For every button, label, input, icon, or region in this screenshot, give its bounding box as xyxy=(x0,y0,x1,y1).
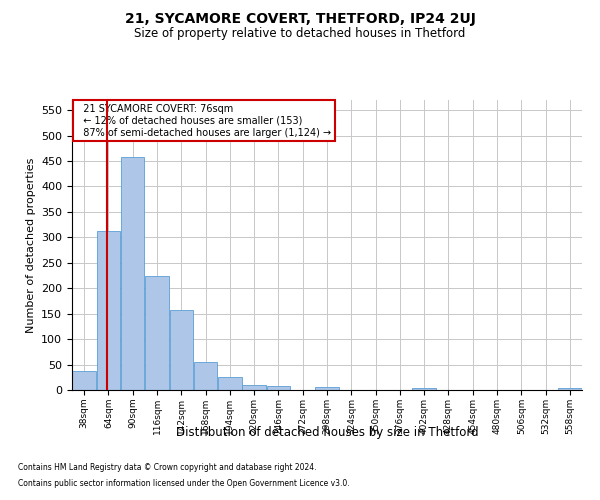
Bar xyxy=(73,370,96,390)
Text: Contains public sector information licensed under the Open Government Licence v3: Contains public sector information licen… xyxy=(18,478,350,488)
Bar xyxy=(315,388,339,390)
Text: Size of property relative to detached houses in Thetford: Size of property relative to detached ho… xyxy=(134,28,466,40)
Bar xyxy=(218,378,242,390)
Bar xyxy=(242,385,266,390)
Bar xyxy=(145,276,169,390)
Text: Distribution of detached houses by size in Thetford: Distribution of detached houses by size … xyxy=(176,426,478,439)
Bar xyxy=(412,388,436,390)
Bar xyxy=(266,386,290,390)
Text: 21 SYCAMORE COVERT: 76sqm
  ← 12% of detached houses are smaller (153)
  87% of : 21 SYCAMORE COVERT: 76sqm ← 12% of detac… xyxy=(77,104,331,138)
Bar xyxy=(121,157,145,390)
Bar xyxy=(170,310,193,390)
Bar xyxy=(194,362,217,390)
Bar xyxy=(558,388,581,390)
Y-axis label: Number of detached properties: Number of detached properties xyxy=(26,158,35,332)
Bar xyxy=(97,231,120,390)
Text: Contains HM Land Registry data © Crown copyright and database right 2024.: Contains HM Land Registry data © Crown c… xyxy=(18,464,317,472)
Text: 21, SYCAMORE COVERT, THETFORD, IP24 2UJ: 21, SYCAMORE COVERT, THETFORD, IP24 2UJ xyxy=(125,12,475,26)
